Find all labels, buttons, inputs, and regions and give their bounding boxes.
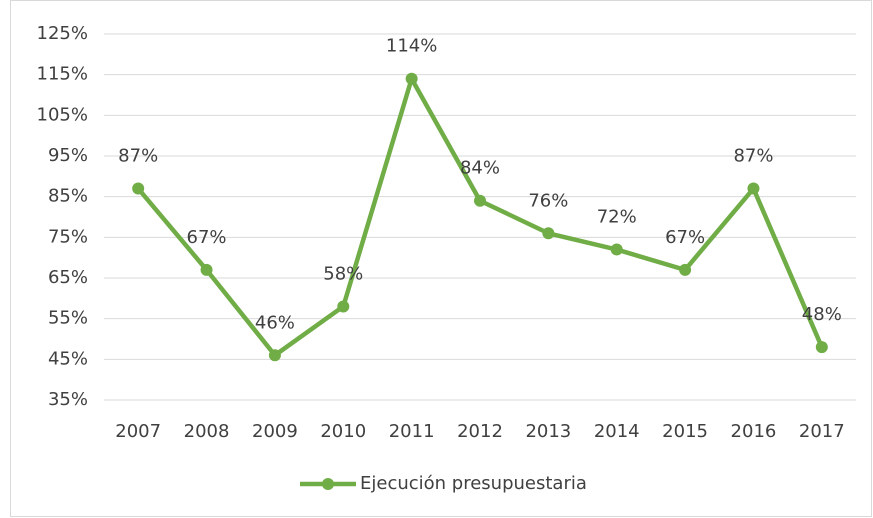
y-tick-label: 65%	[48, 267, 88, 288]
data-point	[474, 194, 486, 207]
data-label: 84%	[460, 158, 500, 179]
x-tick-label: 2013	[525, 421, 571, 442]
y-tick-label: 55%	[48, 308, 88, 329]
data-label: 58%	[323, 263, 363, 284]
data-point	[200, 263, 213, 276]
y-tick-label: 45%	[48, 348, 88, 369]
x-tick-label: 2014	[594, 421, 640, 442]
data-label: 87%	[118, 146, 158, 167]
data-point	[747, 182, 760, 195]
x-tick-label: 2008	[184, 421, 230, 442]
data-label: 114%	[386, 36, 437, 57]
x-tick-label: 2011	[389, 421, 435, 442]
y-tick-label: 125%	[37, 23, 88, 44]
data-point	[610, 243, 623, 256]
data-point	[679, 263, 692, 276]
x-tick-label: 2016	[731, 421, 777, 442]
x-tick-label: 2010	[320, 421, 366, 442]
legend-marker	[322, 478, 334, 490]
x-tick-label: 2015	[662, 421, 708, 442]
data-point	[337, 300, 350, 313]
data-point	[815, 341, 828, 354]
x-tick-label: 2007	[115, 421, 161, 442]
y-tick-label: 85%	[48, 186, 88, 207]
y-tick-label: 75%	[48, 226, 88, 247]
y-tick-label: 35%	[48, 389, 88, 410]
data-point	[268, 349, 281, 362]
data-label: 72%	[597, 207, 637, 228]
data-label: 76%	[528, 190, 568, 211]
data-label: 48%	[802, 304, 842, 325]
y-tick-label: 105%	[37, 104, 88, 125]
data-label: 67%	[187, 227, 227, 248]
data-label: 46%	[255, 312, 295, 333]
chart-frame	[10, 0, 872, 517]
x-tick-label: 2012	[457, 421, 503, 442]
data-label: 87%	[733, 146, 773, 167]
data-label: 67%	[665, 227, 705, 248]
x-tick-label: 2017	[799, 421, 845, 442]
legend-label: Ejecución presupuestaria	[360, 473, 587, 494]
y-tick-label: 95%	[48, 145, 88, 166]
data-point	[132, 182, 145, 195]
data-point	[542, 227, 555, 240]
x-tick-label: 2009	[252, 421, 298, 442]
data-point	[405, 72, 418, 85]
y-tick-label: 115%	[37, 64, 88, 85]
